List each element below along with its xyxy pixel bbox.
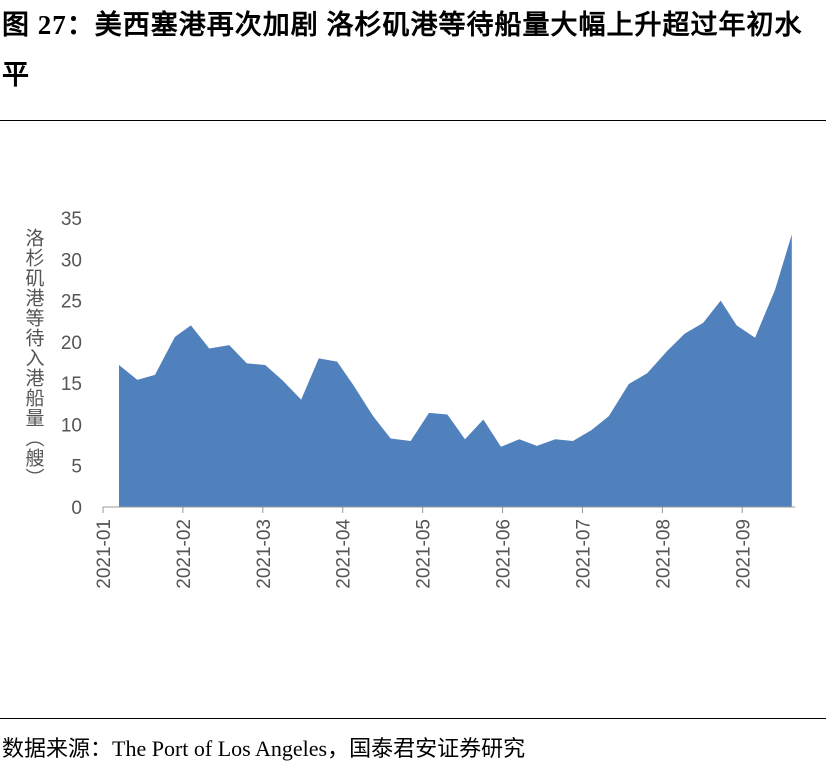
y-tick-label: 35 — [61, 209, 82, 230]
source-note: 数据来源：The Port of Los Angeles，国泰君安证券研究 — [2, 736, 526, 761]
x-tick-label: 2021-07 — [573, 519, 594, 589]
area — [118, 234, 792, 507]
x-tick-label: 2021-08 — [653, 519, 674, 589]
y-tick-label: 30 — [61, 250, 82, 271]
x-tick-label: 2021-05 — [414, 519, 435, 589]
y-tick-label: 20 — [61, 333, 82, 354]
y-tick-label: 0 — [71, 498, 82, 519]
rule — [0, 718, 826, 719]
x-tick-label: 2021-04 — [334, 519, 355, 589]
x-tick-label: 2021-09 — [733, 519, 754, 589]
rule — [0, 120, 826, 121]
x-tick-label: 2021-02 — [174, 519, 195, 589]
y-tick-label: 5 — [71, 457, 82, 478]
y-tick-label: 25 — [61, 292, 82, 313]
x-tick-label: 2021-03 — [254, 519, 275, 589]
y-axis-label: 洛杉矶港等待入港船量（艘） — [23, 228, 45, 488]
y-tick-label: 15 — [61, 374, 82, 395]
chart-title: 图 27：美西塞港再次加剧 洛杉矶港等待船量大幅上升超过年初水平 — [2, 10, 803, 90]
x-tick-label: 2021-01 — [94, 519, 115, 589]
y-tick-label: 10 — [61, 415, 82, 436]
x-tick-label: 2021-06 — [494, 519, 515, 589]
